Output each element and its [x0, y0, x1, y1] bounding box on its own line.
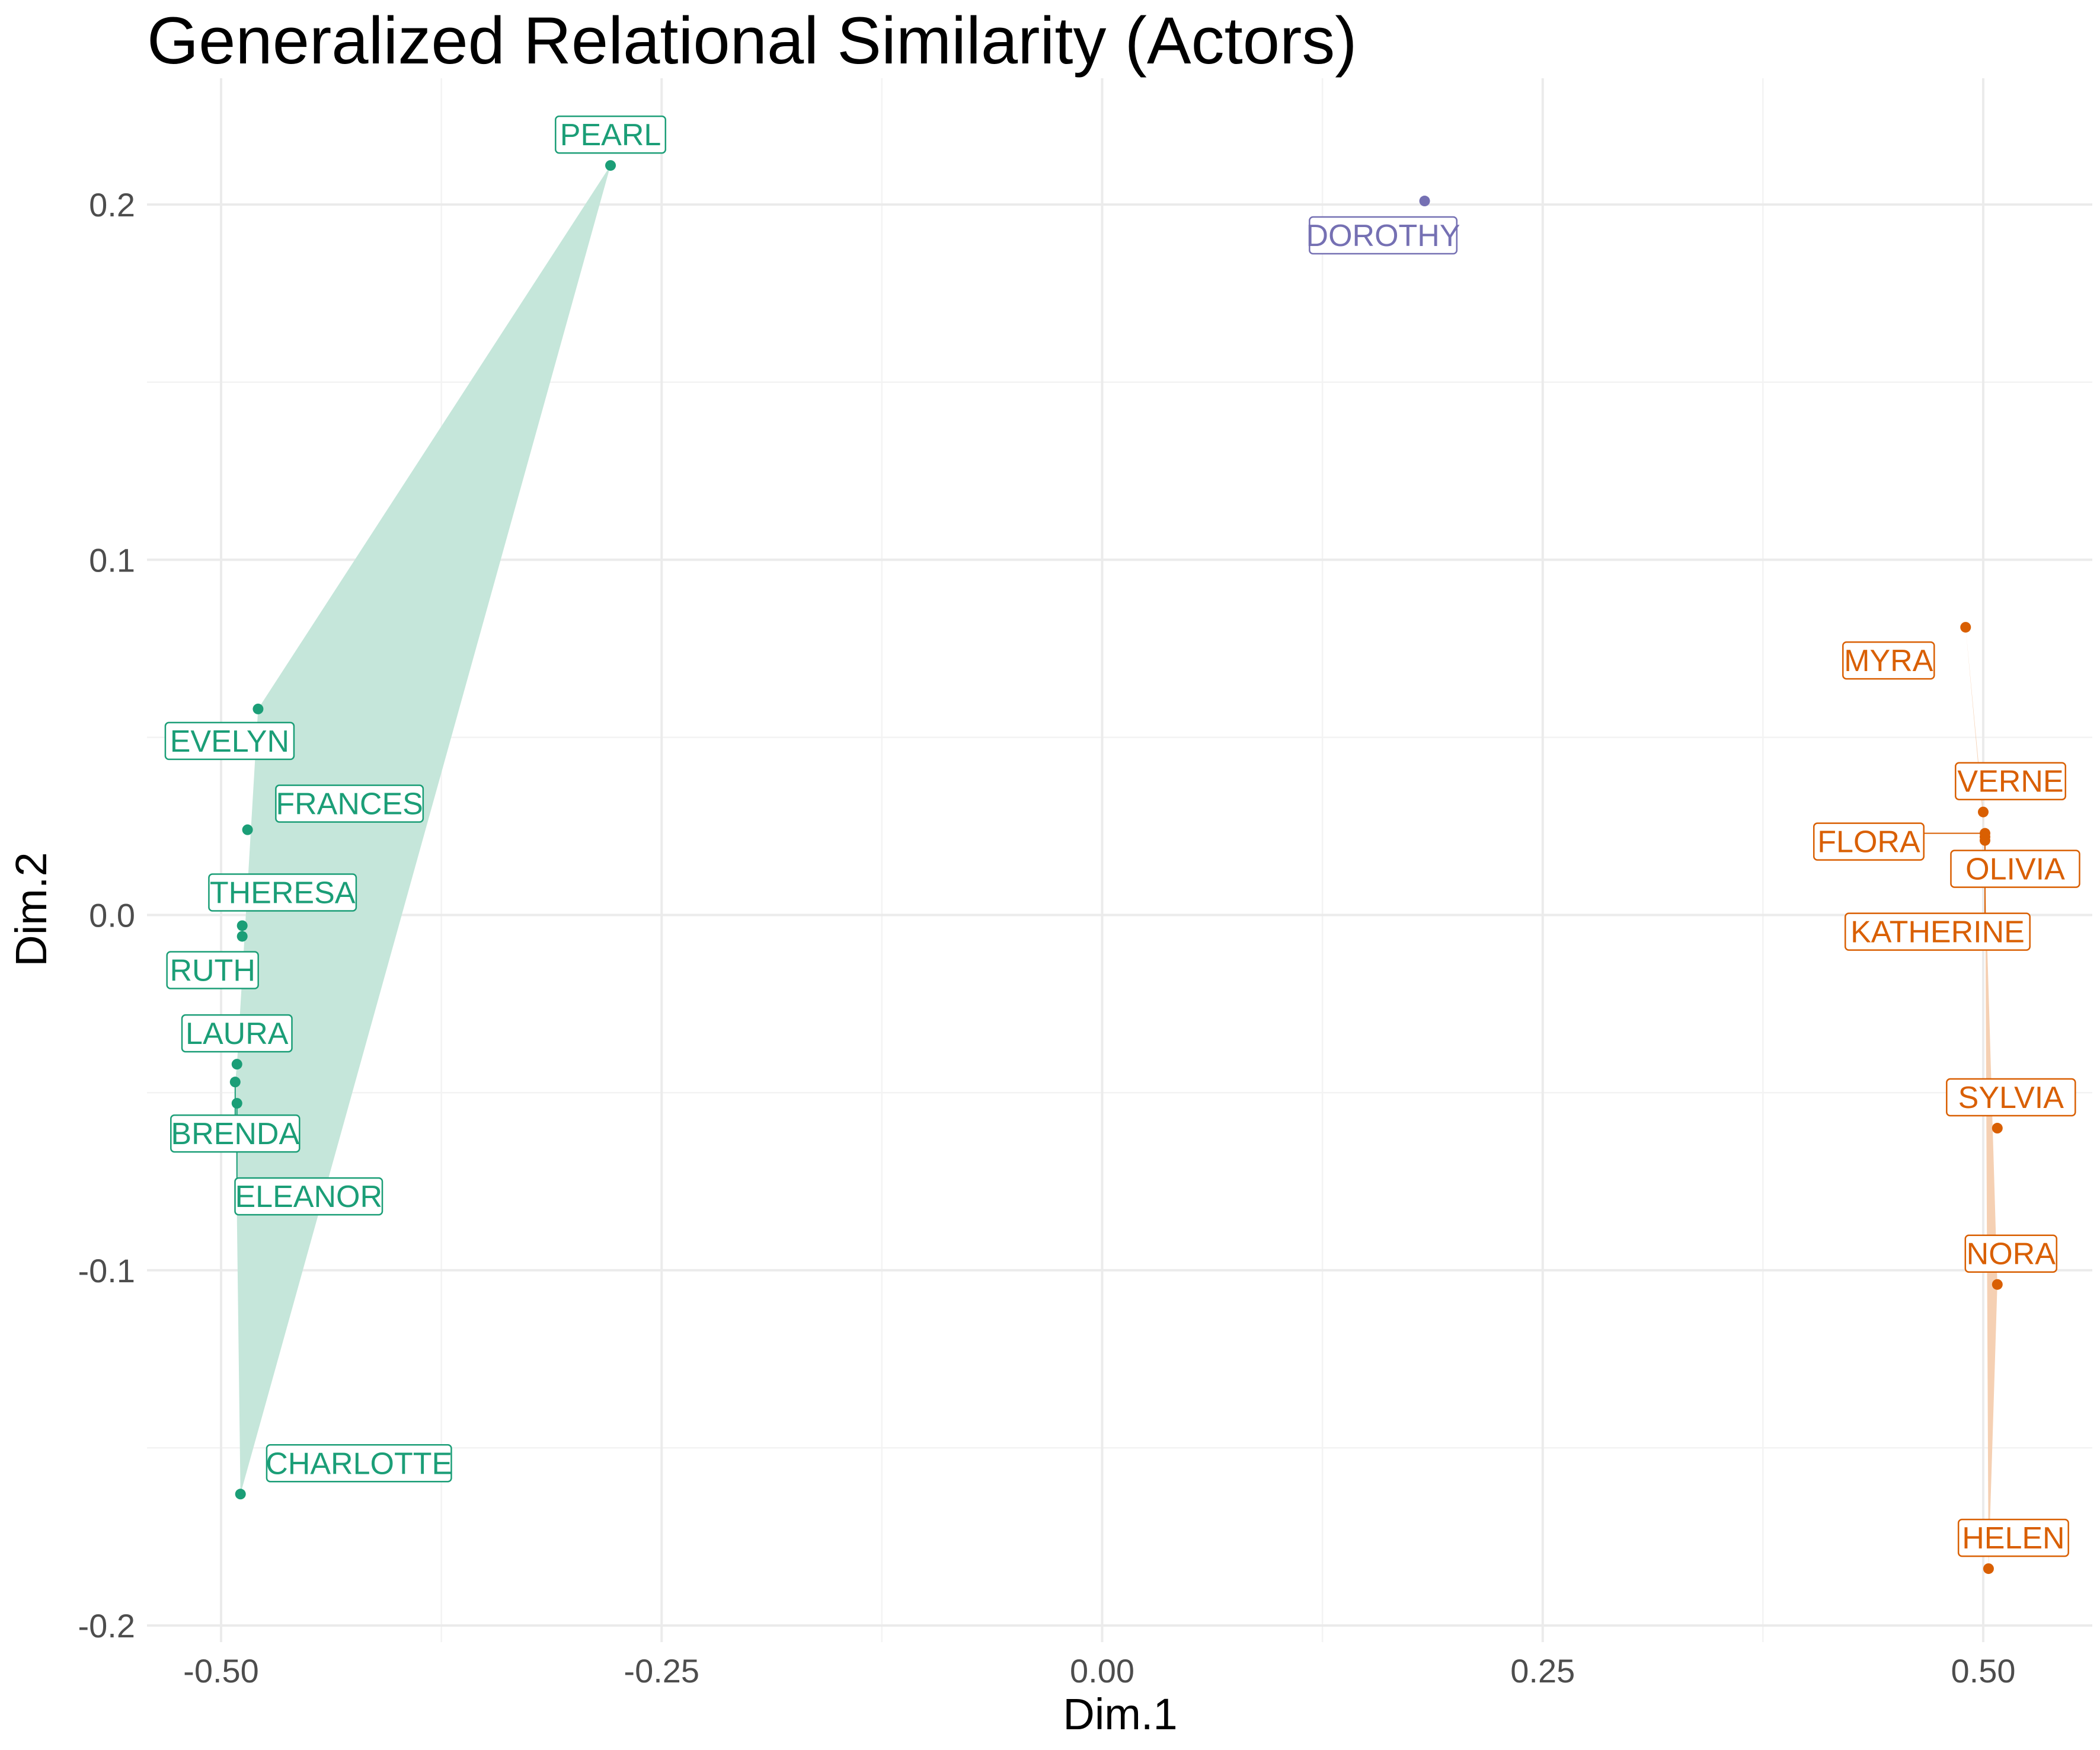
point-label-dorothy: DOROTHY	[1306, 216, 1460, 255]
point-label-theresa: THERESA	[208, 873, 357, 912]
data-point	[1979, 835, 1990, 846]
y-axis-ticks: -0.2 -0.1 0.0 0.1 0.2	[78, 186, 136, 1644]
data-point	[1978, 806, 1989, 817]
data-point	[1960, 622, 1971, 633]
point-label-text: FLORA	[1817, 825, 1920, 860]
data-point	[231, 1059, 242, 1070]
point-label-charlotte: CHARLOTTE	[266, 1444, 452, 1483]
chart-title: Generalized Relational Similarity (Actor…	[147, 4, 1357, 78]
point-label-text: EVELYN	[170, 724, 289, 759]
point-label-text: RUTH	[170, 953, 255, 988]
y-tick-label: 0.0	[89, 897, 135, 934]
point-label-helen: HELEN	[1957, 1518, 2069, 1557]
point-label-text: VERNE	[1957, 765, 2063, 799]
point-label-olivia: OLIVIA	[1950, 850, 2080, 888]
data-points	[229, 160, 2003, 1575]
x-axis-ticks: -0.50 -0.25 0.00 0.25 0.50	[183, 1652, 2015, 1690]
point-label-text: THERESA	[210, 876, 356, 910]
x-axis-title: Dim.1	[1063, 1690, 1177, 1739]
x-tick-label: -0.25	[624, 1652, 699, 1690]
x-tick-label: -0.50	[183, 1652, 259, 1690]
data-point	[231, 1098, 242, 1109]
point-label-text: NORA	[1967, 1237, 2056, 1272]
data-point	[1992, 1279, 2003, 1290]
point-label-text: ELEANOR	[235, 1180, 382, 1214]
point-label-text: KATHERINE	[1850, 915, 2025, 950]
x-tick-label: 0.50	[1951, 1652, 2016, 1690]
cluster-hull-1	[235, 165, 610, 1494]
data-point	[229, 1077, 241, 1088]
data-point	[1992, 1123, 2003, 1134]
data-point	[236, 931, 248, 942]
data-point	[242, 824, 253, 835]
point-label-ruth: RUTH	[166, 951, 259, 989]
x-tick-label: 0.25	[1510, 1652, 1575, 1690]
data-point	[252, 703, 264, 714]
point-label-eleanor: ELEANOR	[234, 1177, 383, 1216]
minor-gridlines	[147, 78, 2092, 1642]
data-point	[605, 160, 616, 171]
point-label-evelyn: EVELYN	[164, 721, 295, 761]
data-point	[1983, 1563, 1994, 1575]
x-tick-label: 0.00	[1070, 1652, 1134, 1690]
point-label-text: OLIVIA	[1965, 852, 2065, 887]
point-label-text: PEARL	[560, 118, 661, 152]
data-point	[1419, 196, 1430, 207]
point-label-text: FRANCES	[276, 787, 423, 822]
point-labels: PEARL EVELYN FRANCES THERESA RUTH LAURA BRENDA…	[164, 115, 2080, 1557]
point-label-text: MYRA	[1844, 644, 1933, 678]
y-tick-label: -0.1	[78, 1252, 136, 1289]
point-label-sylvia: SYLVIA	[1946, 1078, 2076, 1117]
y-tick-label: 0.1	[89, 541, 135, 579]
label-leader-lines	[234, 832, 1986, 1179]
data-point	[235, 1489, 246, 1500]
cluster-hulls	[235, 165, 1997, 1569]
point-label-katherine: KATHERINE	[1844, 912, 2031, 951]
cluster-hull-2	[1965, 627, 1997, 1569]
point-label-brenda: BRENDA	[170, 1114, 301, 1153]
point-label-text: BRENDA	[171, 1117, 299, 1151]
y-axis-title: Dim.2	[7, 852, 56, 966]
data-point	[236, 920, 248, 931]
point-label-myra: MYRA	[1842, 641, 1935, 680]
point-label-text: LAURA	[186, 1017, 289, 1051]
point-label-text: SYLVIA	[1958, 1081, 2064, 1115]
point-label-flora: FLORA	[1813, 822, 1925, 861]
point-label-text: DOROTHY	[1306, 219, 1460, 253]
point-label-verne: VERNE	[1955, 762, 2066, 800]
point-label-text: CHARLOTTE	[266, 1446, 452, 1481]
point-label-frances: FRANCES	[275, 784, 424, 823]
major-gridlines	[147, 78, 2092, 1642]
y-tick-label: -0.2	[78, 1607, 136, 1644]
y-tick-label: 0.2	[89, 186, 135, 223]
point-label-text: HELEN	[1962, 1521, 2064, 1556]
point-label-nora: NORA	[1964, 1234, 2058, 1273]
point-label-pearl: PEARL	[555, 115, 667, 154]
point-label-laura: LAURA	[181, 1014, 293, 1053]
